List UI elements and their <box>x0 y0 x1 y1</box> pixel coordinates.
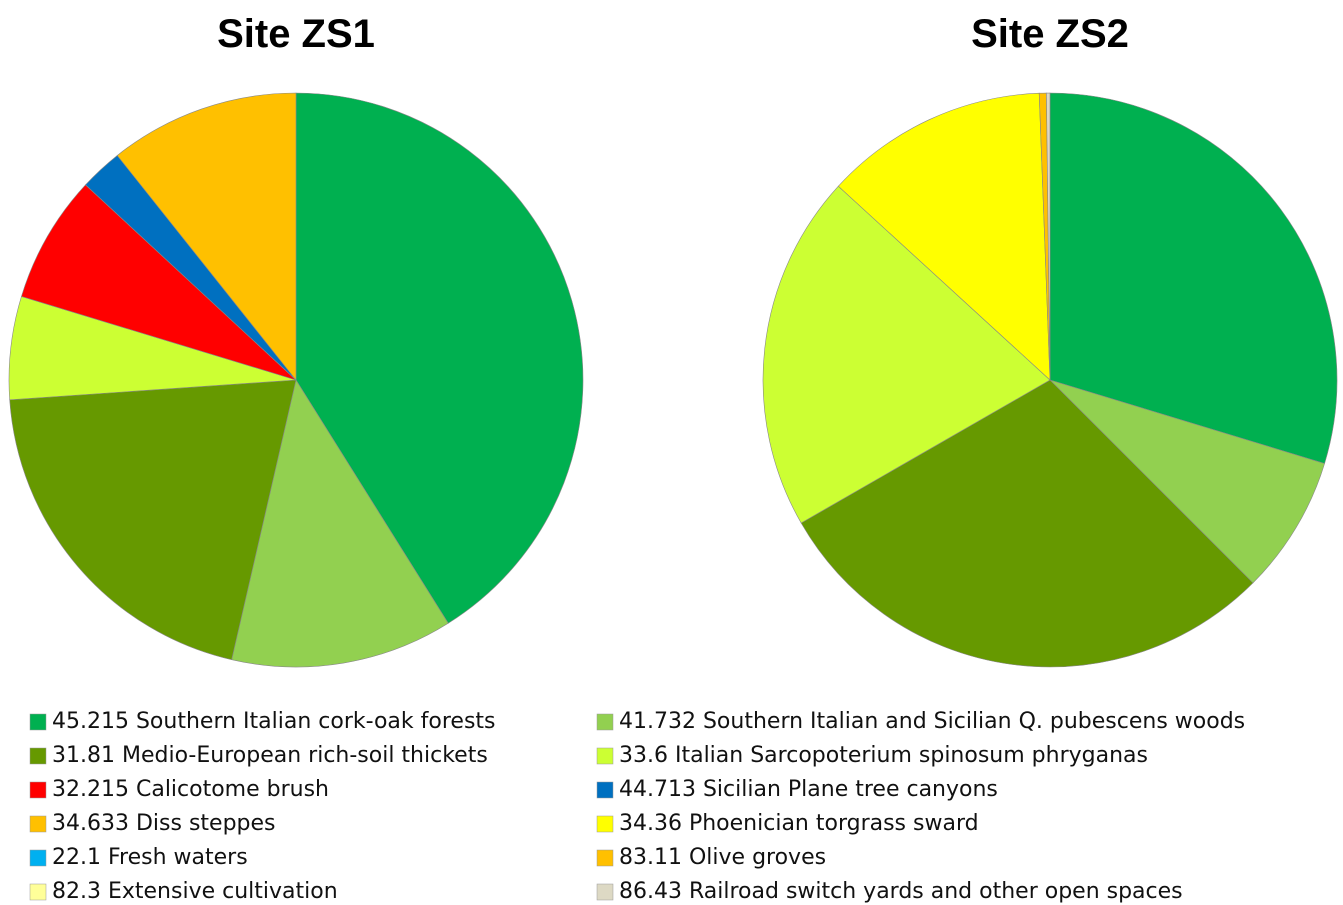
legend-swatch <box>596 815 614 833</box>
chart-title: Site ZS1 <box>217 12 375 56</box>
legend-swatch <box>29 781 47 799</box>
legend-swatch <box>29 815 47 833</box>
pie-slice <box>1049 92 1338 464</box>
pie-slice <box>295 92 584 624</box>
legend-swatch <box>596 713 614 731</box>
legend-swatch <box>596 849 614 867</box>
legend-label: 34.36 Phoenician torgrass sward <box>619 811 979 836</box>
legend-swatch <box>596 883 614 901</box>
pie-slice <box>837 92 1051 381</box>
legend-label: 22.1 Fresh waters <box>52 845 248 870</box>
pie-slice <box>762 185 1051 524</box>
legend-label: 83.11 Olive groves <box>619 845 826 870</box>
pie-slice <box>21 184 297 381</box>
legend-swatch <box>596 747 614 765</box>
pie-slice <box>1046 92 1051 381</box>
legend-label: 82.3 Extensive cultivation <box>52 879 338 904</box>
legend-label: 41.732 Southern Italian and Sicilian Q. … <box>619 709 1245 734</box>
legend-swatch <box>29 883 47 901</box>
legend-label: 32.215 Calicotome brush <box>52 777 329 802</box>
pie-slice <box>9 379 297 661</box>
legend-label: 31.81 Medio-European rich-soil thickets <box>52 743 488 768</box>
pie-slice <box>1049 379 1325 584</box>
legend-label: 44.713 Sicilian Plane tree canyons <box>619 777 998 802</box>
legend-swatch <box>29 713 47 731</box>
legend-label: 33.6 Italian Sarcopoterium spinosum phry… <box>619 743 1148 768</box>
pie-slice <box>800 379 1254 668</box>
legend-label: 34.633 Diss steppes <box>52 811 276 836</box>
legend-swatch <box>29 849 47 867</box>
legend-label: 45.215 Southern Italian cork-oak forests <box>52 709 496 734</box>
pie-slice <box>231 379 449 668</box>
legend-swatch <box>596 781 614 799</box>
chart-title: Site ZS2 <box>971 12 1129 56</box>
legend-label: 86.43 Railroad switch yards and other op… <box>619 879 1183 904</box>
pie-slice <box>116 92 297 381</box>
legend-swatch <box>29 747 47 765</box>
